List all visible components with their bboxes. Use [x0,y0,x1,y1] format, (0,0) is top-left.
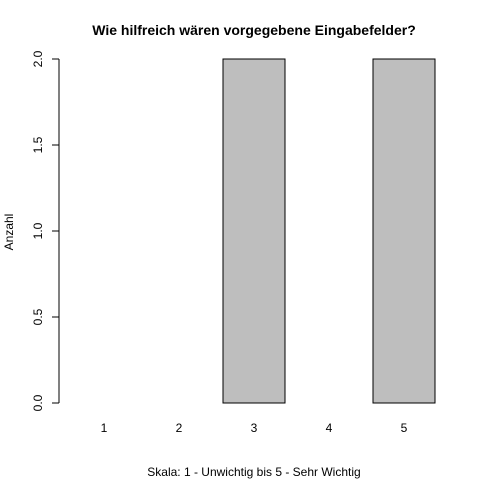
y-tick-label: 2.0 [31,50,45,67]
bars [222,58,436,404]
y-tick-label: 1.5 [31,136,45,153]
x-axis-label: Skala: 1 - Unwichtig bis 5 - Sehr Wichti… [147,465,360,479]
x-tick-label: 3 [251,421,258,435]
y-axis: 0.0 0.5 1.0 1.5 2.0 [31,50,60,411]
x-tick-label: 2 [176,421,183,435]
chart-title: Wie hilfreich wären vorgegebene Eingabef… [92,22,416,38]
bar [222,58,286,404]
bar [372,58,436,404]
x-tick-label: 4 [326,421,333,435]
x-tick-label: 1 [101,421,108,435]
y-tick-label: 0.5 [31,308,45,325]
x-tick-label: 5 [401,421,408,435]
x-tick-labels: 1 2 3 4 5 [101,421,408,435]
y-tick-label: 1.0 [31,222,45,239]
y-axis-label: Anzahl [2,214,16,251]
y-tick-label: 0.0 [31,394,45,411]
